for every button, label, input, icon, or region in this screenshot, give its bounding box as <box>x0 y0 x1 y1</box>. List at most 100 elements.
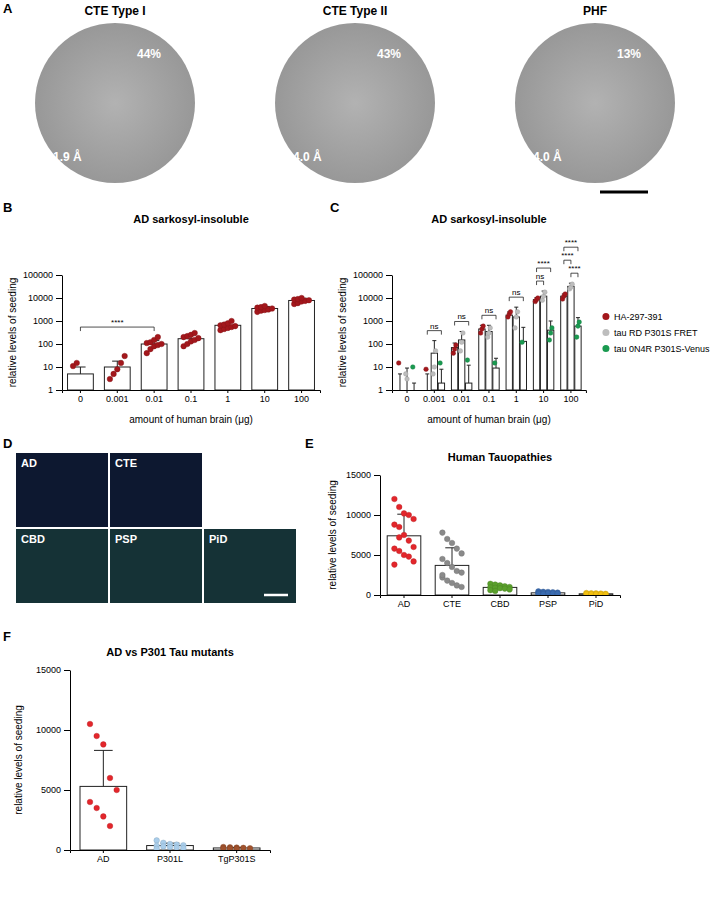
y-tick-mark <box>56 367 62 368</box>
data-point <box>555 590 561 595</box>
x-tick: 0.1 <box>483 390 496 404</box>
bar <box>80 786 127 850</box>
bar <box>479 329 485 390</box>
y-axis-title: relative levels of seeding <box>13 705 24 815</box>
bar <box>451 348 457 390</box>
y-tick: 100 <box>368 339 392 349</box>
bar <box>513 317 519 390</box>
data-point <box>547 338 552 343</box>
y-tick: 5000 <box>41 785 70 795</box>
y-tick-mark <box>56 344 62 345</box>
bar <box>141 344 167 390</box>
x-tick: 0.01 <box>145 390 163 404</box>
x-tick-mark <box>407 390 408 393</box>
data-point <box>492 588 498 594</box>
class-title: PHF <box>583 4 607 18</box>
y-tick-mark <box>56 298 62 299</box>
annotations: **** <box>80 318 154 331</box>
y-tick: 15000 <box>36 665 70 675</box>
error-bar <box>439 369 443 383</box>
y-tick-label: 10 <box>43 362 53 372</box>
y-tick-mark <box>56 321 62 322</box>
x-tick: AD <box>97 850 110 864</box>
bar <box>387 536 421 595</box>
y-tick-label: 10000 <box>36 725 61 735</box>
error-bar <box>405 368 409 390</box>
significance-label: **** <box>565 238 577 247</box>
error-bar <box>412 383 416 390</box>
y-tick-label: 1000 <box>33 316 53 326</box>
y-tick: 1 <box>48 385 62 395</box>
x-tick-mark <box>154 390 155 393</box>
x-tick: 0.001 <box>423 390 446 404</box>
data-point <box>507 587 513 593</box>
data-point <box>232 323 238 329</box>
data-point <box>306 297 312 303</box>
data-point <box>269 306 275 312</box>
x-axis: ADP301LTgP301S <box>71 850 271 864</box>
data-point <box>181 845 187 850</box>
x-tick: TgP301S <box>218 850 256 864</box>
data-point <box>449 564 455 570</box>
chart-title: AD sarkosyl-insoluble <box>431 213 547 225</box>
x-tick-mark <box>264 390 265 393</box>
micrograph-label: PSP <box>115 533 137 545</box>
data-point <box>548 331 553 336</box>
data-point <box>603 592 609 595</box>
significance-label: ns <box>485 306 493 315</box>
x-axis: 00.0010.010.1110100 <box>63 390 321 404</box>
error-cap <box>425 373 429 374</box>
micrograph <box>110 453 202 527</box>
data-point <box>221 846 227 850</box>
y-axis-line <box>62 276 63 391</box>
legend: HA-297-391tau RD P301S FRETtau 0N4R P301… <box>602 312 710 354</box>
significance-bracket <box>455 321 469 325</box>
x-tick: 0.01 <box>453 390 471 404</box>
bar <box>104 367 130 390</box>
x-tick: 0 <box>405 390 410 404</box>
y-tick: 10000 <box>346 510 380 520</box>
data-point <box>440 530 446 536</box>
x-axis-line <box>71 851 271 854</box>
data-point <box>459 340 464 345</box>
class-percent: 13% <box>617 47 641 61</box>
y-tick-label: 10 <box>373 362 383 372</box>
data-point <box>74 360 80 366</box>
bar <box>575 326 581 390</box>
x-tick: AD <box>398 595 411 609</box>
data-point <box>458 349 463 354</box>
x-tick-mark <box>543 390 544 393</box>
data-point <box>405 377 410 382</box>
significance-bracket <box>564 260 571 264</box>
y-tick-label: 1000 <box>363 316 383 326</box>
data-point <box>111 371 117 377</box>
class-average-image <box>275 23 435 183</box>
data-point <box>570 282 575 287</box>
x-tick-mark <box>452 595 453 598</box>
y-tick-mark <box>386 298 392 299</box>
y-tick: 100000 <box>353 270 392 280</box>
error-cap <box>576 317 580 318</box>
x-tick: 1 <box>225 390 230 404</box>
x-tick-label: 1 <box>514 394 519 404</box>
y-tick-label: 5000 <box>351 550 371 560</box>
data-point <box>574 335 579 340</box>
data-point <box>406 512 412 518</box>
y-tick-label: 10000 <box>28 293 53 303</box>
x-axis-title: amount of human brain (μg) <box>427 414 551 425</box>
y-tick-mark <box>386 344 392 345</box>
x-tick-label: 0.01 <box>145 394 163 404</box>
y-axis: 050001000015000 <box>36 665 71 855</box>
micrograph-label: CBD <box>21 533 45 545</box>
y-tick-label: 1 <box>48 385 53 395</box>
data-point <box>454 546 460 552</box>
y-tick-label: 10000 <box>346 510 371 520</box>
x-axis: ADCTECBDPSPPiD <box>381 595 621 609</box>
annotations: nsnsnsnsns**************** <box>427 238 580 334</box>
data-point <box>411 544 417 550</box>
x-tick-mark <box>500 595 501 598</box>
x-tick: 100 <box>294 390 309 404</box>
x-tick-label: 1 <box>225 394 230 404</box>
data-point <box>563 292 568 297</box>
y-tick: 10000 <box>358 293 392 303</box>
